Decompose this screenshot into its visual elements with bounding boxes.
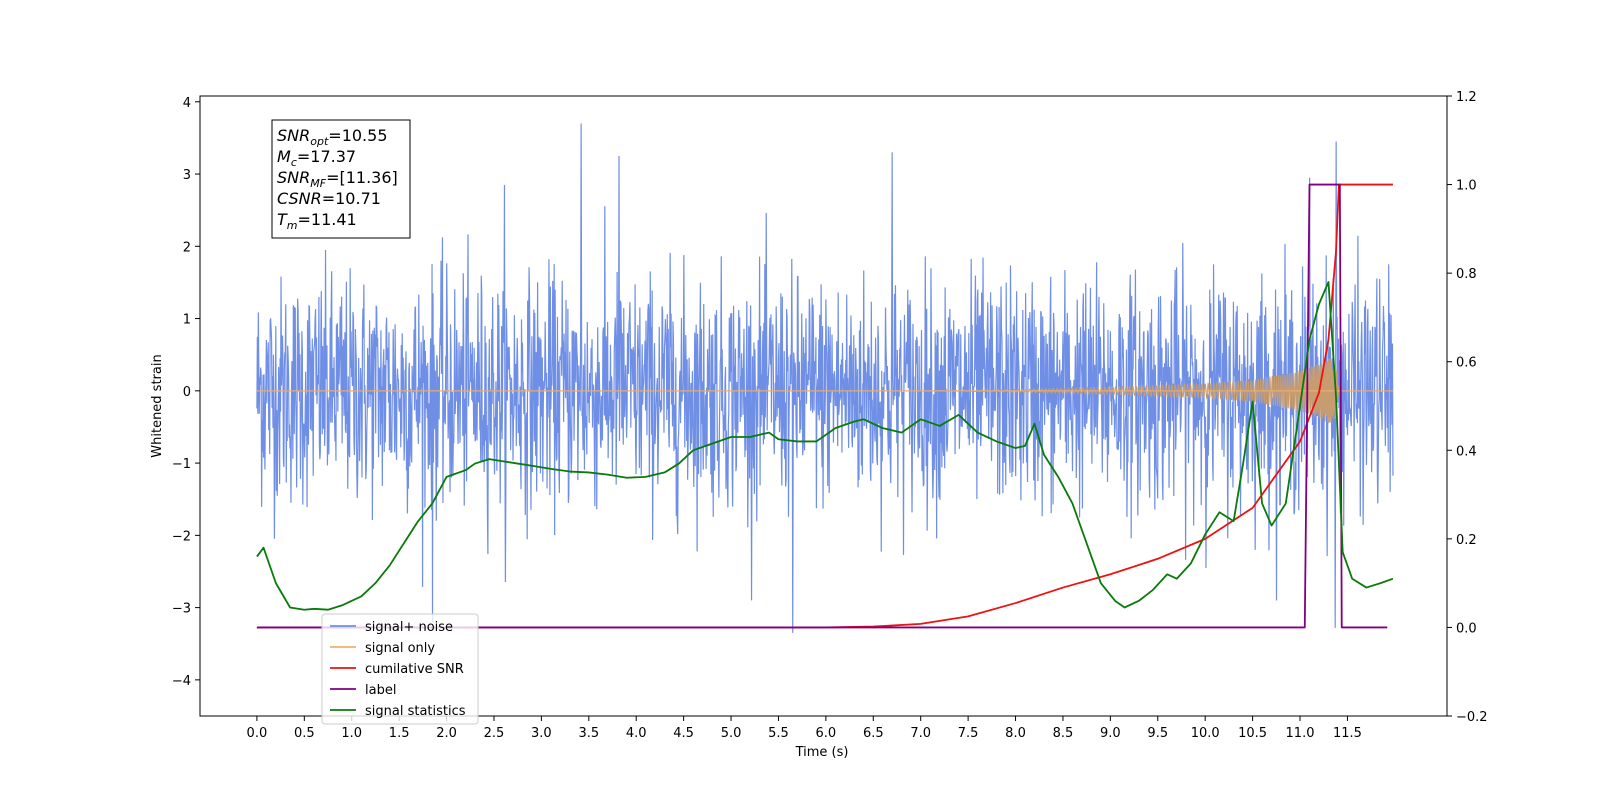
y-tick-label: −4 [172, 674, 191, 689]
annotation-line: CSNR=10.71 [277, 189, 381, 208]
y-tick-label: −2 [172, 529, 191, 544]
annotation-value: =[11.36] [326, 168, 398, 187]
x-tick-label: 1.5 [389, 726, 410, 741]
y2-tick-label: 0.2 [1456, 533, 1477, 548]
y2-tick-label: 0.4 [1456, 444, 1477, 459]
x-tick-label: 10.5 [1238, 726, 1267, 741]
y2-tick-label: 1.2 [1456, 90, 1477, 105]
annotation-value: =10.55 [328, 126, 387, 145]
x-tick-label: 11.5 [1333, 726, 1362, 741]
y-tick-label: −3 [172, 602, 191, 617]
annotation-subscript: m [287, 219, 298, 232]
x-tick-label: 11.0 [1286, 726, 1315, 741]
annotation-line: SNRopt=10.55 [277, 126, 388, 148]
x-tick-label: 9.0 [1100, 726, 1121, 741]
label-line [256, 183, 1388, 629]
annotation-value: =17.37 [297, 147, 356, 166]
legend: signal+ noise signal only cumilative SNR la… [321, 613, 479, 725]
x-tick-label: 3.5 [578, 726, 599, 741]
legend-entry-label: cumilative SNR [365, 662, 464, 677]
legend-frame [321, 613, 479, 725]
x-axis-label: Time (s) [795, 745, 849, 760]
y2-tick-label: 0.8 [1456, 267, 1477, 282]
signal-noise-line [256, 123, 1394, 633]
signal-statistics-line [256, 281, 1394, 611]
legend-entry-label: signal statistics [365, 704, 466, 719]
x-tick-label: 0.5 [294, 726, 315, 741]
x-tick-label: 6.0 [816, 726, 837, 741]
y2-tick-label: 0.0 [1456, 621, 1477, 636]
annotation-symbol: T [277, 210, 288, 229]
x-tick-label: 7.5 [958, 726, 979, 741]
parameter-annotation-box: SNRopt=10.55Mc=17.37SNRMF=[11.36]CSNR=10… [271, 119, 411, 239]
x-tick-label: 7.0 [910, 726, 931, 741]
x-tick-label: 6.5 [863, 726, 884, 741]
annotation-subscript: MF [310, 177, 326, 190]
signal-only-series [256, 358, 1393, 424]
x-tick-label: 2.0 [436, 726, 457, 741]
x-tick-label: 8.5 [1053, 726, 1074, 741]
x-tick-label: 4.5 [673, 726, 694, 741]
y-axis-label: Whitened strain [150, 354, 165, 457]
x-tick-label: 0.0 [247, 726, 268, 741]
plot-area [256, 123, 1394, 633]
annotation-value: =10.71 [322, 189, 381, 208]
annotation-line: Tm=11.41 [277, 210, 357, 232]
y-tick-label: 4 [183, 96, 191, 111]
y2-tick-label: 0.6 [1456, 356, 1477, 371]
annotation-symbol: SNR [277, 126, 310, 145]
x-tick-label: 1.0 [341, 726, 362, 741]
x-axis-ticks: 0.0 0.5 1.0 1.5 2.0 2.5 3.0 3.5 4.0 4.5 5.0 5.5 6.0 6… [247, 716, 1362, 741]
annotation-frame [271, 119, 411, 239]
annotation-symbol: CSNR [277, 189, 322, 208]
legend-entry-label: signal+ noise [365, 620, 453, 635]
y-axis-ticks: 4 3 2 1 0 −1 −2 −3 −4 [172, 96, 200, 689]
plot-frame [199, 95, 1448, 717]
annotation-subscript: opt [310, 135, 329, 148]
x-tick-label: 3.0 [531, 726, 552, 741]
x-tick-label: 9.5 [1147, 726, 1168, 741]
x-tick-label: 5.5 [768, 726, 789, 741]
legend-entry-label: signal only [365, 641, 435, 656]
x-tick-label: 8.0 [1005, 726, 1026, 741]
annotation-subscript: c [291, 156, 297, 169]
x-tick-label: 2.5 [484, 726, 505, 741]
annotation-value: =11.41 [298, 210, 357, 229]
x-tick-label: 10.0 [1191, 726, 1220, 741]
signal-noise-series [256, 123, 1394, 633]
y2-axis-ticks: 1.2 1.0 0.8 0.6 0.4 0.2 0.0 −0.2 [1447, 90, 1488, 725]
legend-entry-label: label [365, 683, 396, 698]
x-tick-label: 4.0 [626, 726, 647, 741]
x-tick-label: 5.0 [721, 726, 742, 741]
annotation-symbol: M [277, 147, 291, 166]
annotation-line: SNRMF=[11.36] [277, 168, 398, 190]
y2-tick-label: 1.0 [1456, 179, 1477, 194]
annotation-line: Mc=17.37 [277, 147, 356, 169]
y2-tick-label: −0.2 [1456, 710, 1488, 725]
y-tick-label: 0 [183, 385, 191, 400]
y-tick-label: 3 [183, 168, 191, 183]
y-tick-label: −1 [172, 457, 191, 472]
y-tick-label: 1 [183, 313, 191, 328]
y-tick-label: 2 [183, 240, 191, 255]
annotation-symbol: SNR [277, 168, 310, 187]
right-axis-series [256, 183, 1394, 629]
